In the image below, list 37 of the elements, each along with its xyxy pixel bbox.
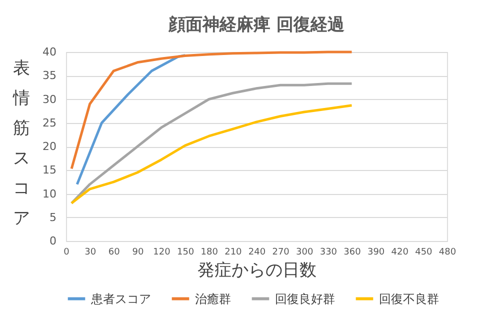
- x-tick-label: 210: [224, 248, 242, 258]
- x-tick-label: 60: [108, 248, 120, 258]
- x-tick-label: 420: [391, 248, 409, 258]
- legend-label: 回復良好群: [275, 292, 335, 306]
- x-tick-label: 330: [320, 248, 338, 258]
- y-axis-title: 表情筋スコア: [12, 58, 30, 228]
- x-tick-label: 150: [176, 248, 194, 258]
- x-axis-title: 発症からの日数: [198, 260, 316, 280]
- y-tick-label: 0: [50, 234, 56, 248]
- y-tick-label: 20: [42, 140, 56, 153]
- x-tick-label: 300: [296, 248, 314, 258]
- y-tick-label: 40: [42, 46, 56, 58]
- y-tick-label: 5: [50, 210, 56, 224]
- x-tick-label: 240: [248, 248, 266, 258]
- x-tick-label: 90: [132, 248, 144, 258]
- legend-label: 治癒群: [195, 292, 231, 306]
- legend-label: 回復不良群: [379, 292, 439, 306]
- line-series: [70, 50, 353, 170]
- x-tick-label: 360: [344, 248, 362, 258]
- chart-title: 顔面神経麻痺 回復経過: [168, 15, 344, 35]
- line-series: [76, 54, 186, 186]
- y-tick-label: 25: [42, 116, 56, 130]
- x-tick-label: 30: [84, 248, 96, 258]
- x-tick-label: 180: [200, 248, 218, 258]
- x-tick-label: 0: [64, 248, 70, 258]
- y-tick-label: 15: [42, 164, 56, 177]
- y-tick-label: 30: [42, 92, 56, 106]
- x-tick-label: 120: [153, 248, 171, 258]
- x-tick-label: 450: [415, 248, 433, 258]
- y-tick-label: 35: [42, 69, 56, 82]
- legend-label: 患者スコア: [90, 292, 151, 306]
- x-tick-label: 390: [367, 248, 385, 258]
- y-tick-label: 10: [42, 187, 56, 200]
- line-series: [70, 82, 353, 204]
- x-tick-label: 480: [438, 248, 456, 258]
- line-series: [70, 104, 353, 204]
- x-tick-label: 270: [272, 248, 290, 258]
